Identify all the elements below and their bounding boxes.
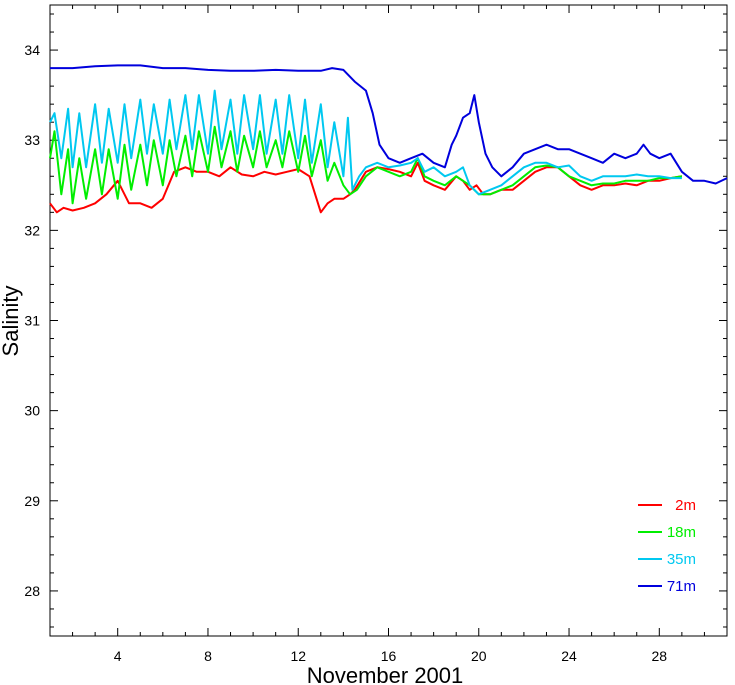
series-line-18m	[49, 125, 683, 205]
y-tick-label: 32	[24, 222, 40, 238]
legend-label-35m: 35m	[667, 551, 696, 568]
x-tick-label: 24	[561, 648, 577, 664]
x-axis-ticks: 4 8 12 16 20 24 28	[49, 5, 728, 664]
x-tick-label: 12	[290, 648, 306, 664]
y-tick-label: 34	[24, 42, 40, 58]
y-tick-label: 31	[24, 313, 40, 329]
y-tick-label: 33	[24, 132, 40, 148]
y-tick-label: 28	[24, 583, 40, 599]
series-line-71m	[50, 64, 728, 185]
y-tick-label: 29	[24, 493, 40, 509]
x-tick-label: 4	[114, 648, 122, 664]
series-lines	[49, 64, 728, 214]
x-tick-label: 8	[204, 648, 212, 664]
y-axis-ticks: 28 29 30 31 32 33 34	[24, 13, 727, 628]
legend: 2m 18m 35m 71m	[638, 497, 696, 595]
legend-label-2m: 2m	[675, 497, 696, 514]
legend-label-18m: 18m	[667, 524, 696, 541]
x-tick-label: 16	[381, 648, 397, 664]
legend-label-71m: 71m	[667, 578, 696, 595]
series-line-35m	[49, 89, 682, 196]
plot-frame	[49, 4, 728, 637]
y-axis-title: Salinity	[0, 286, 23, 357]
x-tick-label: 28	[652, 648, 668, 664]
x-axis-title: November 2001	[307, 663, 464, 685]
x-tick-label: 20	[471, 648, 487, 664]
y-tick-label: 30	[24, 403, 40, 419]
